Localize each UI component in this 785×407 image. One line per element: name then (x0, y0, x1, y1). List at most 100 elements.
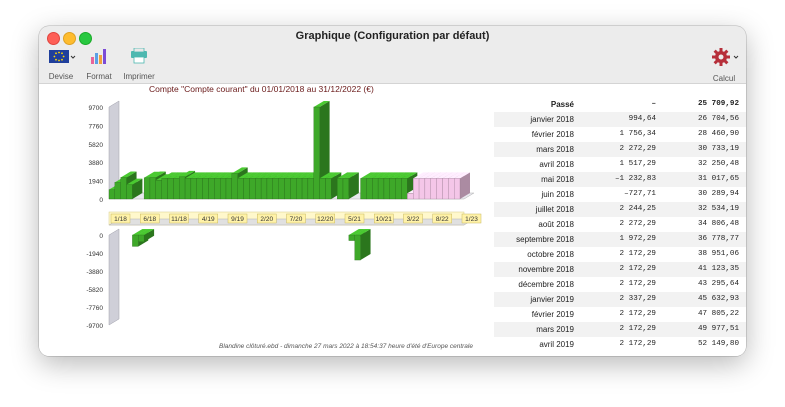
bar-top (401, 172, 418, 179)
imprimer-button[interactable]: Imprimer (121, 47, 157, 81)
bar-top (413, 172, 430, 179)
title-bar: Graphique (Configuration par défaut) (39, 26, 746, 46)
bar-side (360, 229, 371, 261)
row-balance: 26 704,56 (697, 115, 739, 123)
bar-front (266, 178, 273, 200)
x-tick-label: 10/21 (376, 216, 393, 223)
bar (126, 178, 143, 200)
bar-top (161, 172, 178, 179)
row-amount: 1 756,34 (619, 130, 656, 138)
bar-chart-icon (91, 49, 106, 64)
row-period: septembre 2018 (516, 235, 574, 244)
x-tick-label: 8/22 (436, 216, 449, 223)
row-period: juillet 2018 (535, 205, 574, 214)
x-tick-box (227, 213, 248, 224)
row-period: mai 2018 (541, 175, 574, 184)
bar-top (261, 172, 277, 179)
bar-front (296, 178, 303, 200)
bar-front (272, 178, 279, 200)
bar-front (190, 178, 197, 200)
x-tick-label: 1/23 (465, 216, 478, 223)
bar-top (378, 172, 394, 179)
x-tick-box (344, 213, 365, 224)
bar-front (383, 178, 390, 200)
row-amount: 2 272,29 (619, 145, 656, 153)
bar-front (208, 178, 215, 200)
bar-front (448, 178, 455, 200)
bar-front (436, 178, 443, 200)
bar-top (325, 172, 342, 179)
header-period: Passé (550, 100, 574, 109)
row-amount: 2 172,29 (619, 340, 656, 348)
row-amount: 2 244,25 (619, 205, 656, 213)
bar-top (389, 172, 406, 179)
devise-button[interactable]: Devise (45, 48, 77, 81)
table-row: mars 2018 2 272,29 30 733,19 (494, 142, 746, 157)
bar-front (401, 178, 408, 200)
row-period: mars 2018 (536, 145, 574, 154)
calcul-label: Calcul (712, 74, 736, 83)
bar-top (185, 172, 201, 179)
x-tick-box (286, 213, 306, 224)
table-row: juillet 2018 2 244,25 32 534,19 (494, 202, 746, 217)
row-balance: 30 289,94 (697, 190, 739, 198)
x-tick-label: 6/18 (143, 216, 156, 223)
bar-front (214, 178, 221, 200)
bar-front (377, 178, 385, 200)
bar-top (249, 172, 266, 179)
row-balance: 52 149,80 (697, 340, 739, 348)
bar-top (424, 172, 441, 179)
bar-top (313, 101, 330, 107)
row-balance: 31 017,65 (697, 175, 739, 183)
bar-front (149, 177, 156, 200)
bar-front (231, 173, 238, 200)
bar-side (132, 178, 143, 199)
bar-front (114, 182, 121, 200)
row-amount: 1 517,29 (619, 160, 656, 168)
bar-top (454, 172, 470, 179)
x-tick-label: 5/21 (348, 216, 361, 223)
table-row: mai 2018 –1 232,83 31 017,65 (494, 172, 746, 187)
zoom-button[interactable] (79, 32, 92, 45)
bar-front (225, 178, 232, 200)
bar-top (237, 172, 254, 179)
table-header: Passé – 25 709,92 (494, 97, 746, 112)
y-tick-label: -7760 (86, 305, 103, 312)
bar-top (436, 172, 453, 179)
minimize-button[interactable] (63, 32, 76, 45)
header-amount: – (651, 100, 656, 108)
bar-front (325, 178, 332, 200)
x-tick-box (374, 213, 394, 224)
bar-front (155, 180, 162, 200)
x-tick-box (257, 213, 277, 224)
close-button[interactable] (47, 32, 60, 45)
y-tick-label: -9700 (86, 323, 103, 330)
row-amount: 2 172,29 (619, 250, 656, 258)
bar-top (319, 172, 336, 179)
chart-area: Compte "Compte courant" du 01/01/2018 au… (39, 84, 746, 356)
row-balance: 49 977,51 (697, 325, 739, 333)
bar-front (395, 178, 402, 200)
x-tick-box (461, 213, 482, 224)
calcul-button[interactable]: Calcul (707, 48, 741, 83)
bar-front (278, 178, 285, 200)
row-balance: 47 805,22 (697, 310, 739, 318)
bar-top (272, 172, 289, 179)
row-period: janvier 2019 (530, 295, 574, 304)
bar-top (290, 172, 307, 179)
x-tick-box (432, 213, 452, 224)
bar-top (284, 172, 301, 179)
y-tick-label: 0 (99, 197, 103, 204)
bar-top (167, 172, 184, 179)
bar-top (132, 229, 149, 235)
x-tick-label: 2/20 (260, 216, 273, 223)
bar-top (296, 172, 313, 179)
bar-front (413, 178, 420, 200)
format-button[interactable]: Format (83, 48, 115, 81)
format-label: Format (86, 72, 112, 81)
bar-top (190, 172, 207, 179)
bar-top (395, 172, 412, 179)
window-title: Graphique (Configuration par défaut) (295, 30, 490, 42)
row-period: avril 2019 (539, 340, 574, 349)
table-row: février 2018 1 756,34 28 460,90 (494, 127, 746, 142)
